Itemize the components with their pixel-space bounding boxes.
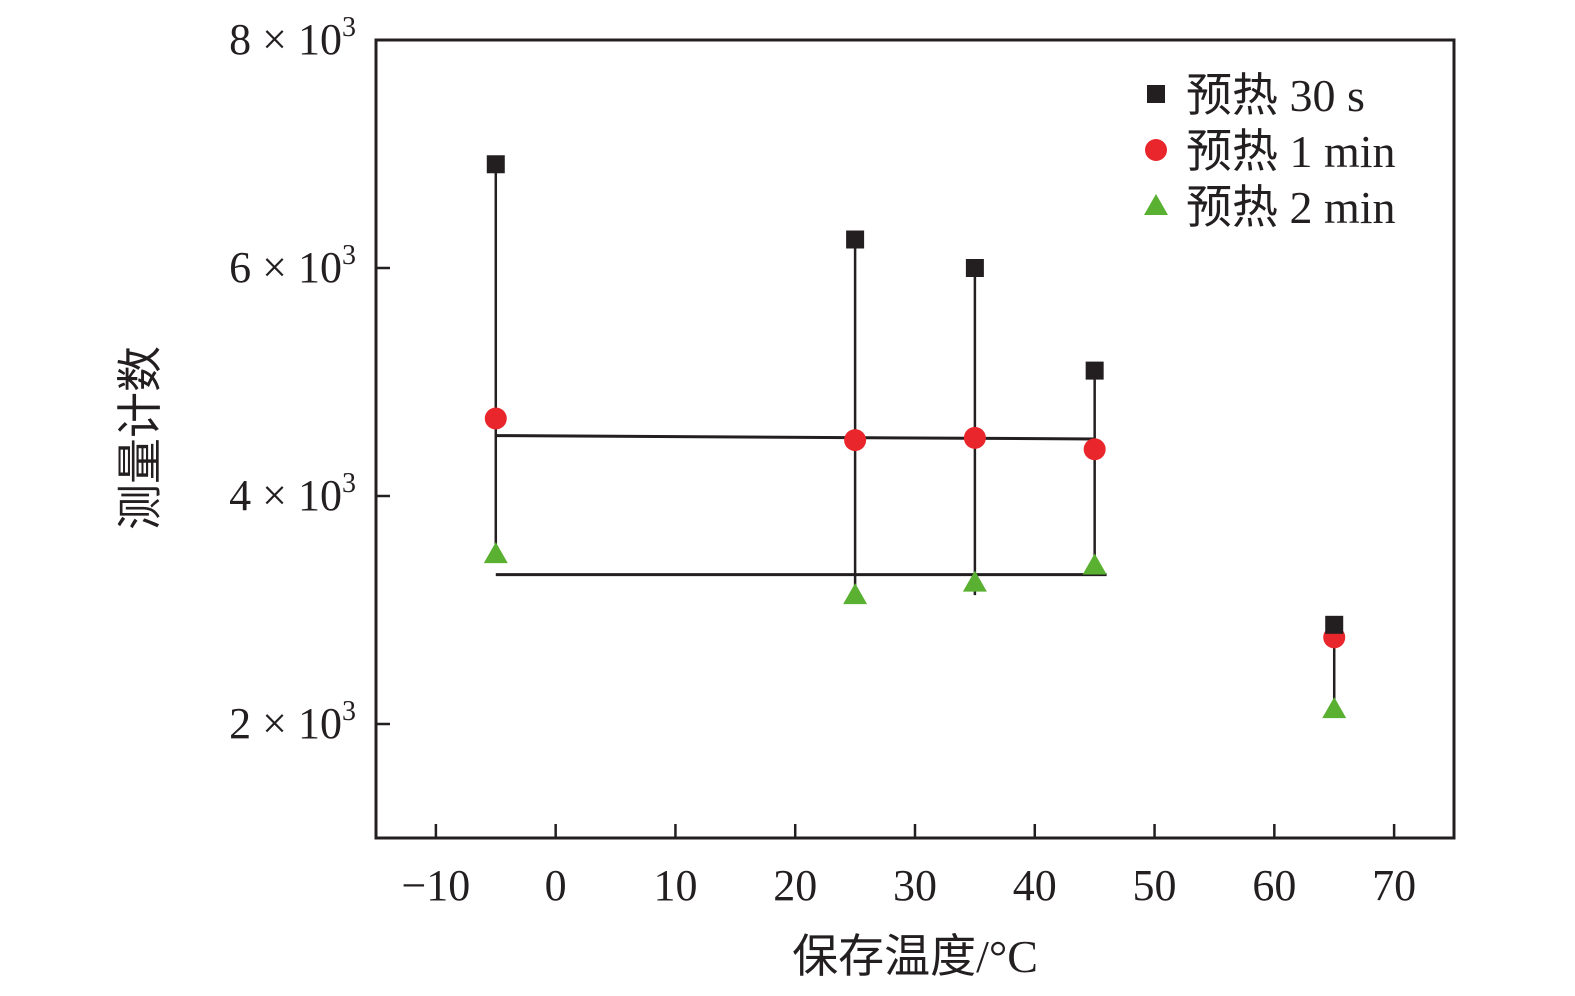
x-axis-ticks: −10 0 10 20 30 40 50 60 70 bbox=[401, 824, 1416, 910]
square-data-point bbox=[486, 155, 505, 174]
x-tick-label: 50 bbox=[1133, 861, 1177, 910]
circle-data-point bbox=[484, 407, 507, 430]
x-tick-label: 60 bbox=[1252, 861, 1296, 910]
square-data-point bbox=[1325, 615, 1344, 634]
x-tick-label: −10 bbox=[401, 861, 470, 910]
triangle-data-point bbox=[843, 583, 868, 605]
x-axis-title: 保存温度/°C bbox=[792, 931, 1038, 982]
circle-data-point bbox=[1083, 438, 1106, 461]
legend-label: 预热 1 min bbox=[1186, 126, 1396, 177]
legend-circle-swatch bbox=[1145, 139, 1167, 161]
square-data-point bbox=[965, 259, 984, 277]
legend-square-swatch bbox=[1147, 85, 1165, 103]
x-tick-label: 20 bbox=[773, 861, 817, 910]
legend-label: 预热 2 min bbox=[1186, 182, 1396, 233]
x-tick-label: 0 bbox=[545, 861, 567, 910]
triangle-data-point bbox=[1322, 697, 1347, 719]
x-tick-label: 30 bbox=[893, 861, 937, 910]
x-tick-label: 40 bbox=[1013, 861, 1057, 910]
y-tick-label: 2 × 103 bbox=[229, 696, 356, 748]
trend-line-1 bbox=[495, 434, 1095, 441]
square-data-point bbox=[1085, 361, 1104, 380]
x-tick-label: 70 bbox=[1372, 861, 1416, 910]
data-markers bbox=[483, 155, 1347, 719]
legend-triangle-swatch bbox=[1144, 194, 1168, 215]
triangle-data-point bbox=[483, 542, 508, 564]
trend-lines bbox=[495, 434, 1107, 577]
triangle-data-point bbox=[962, 570, 987, 592]
y-axis-ticks: 2 × 103 4 × 103 6 × 103 8 × 103 bbox=[229, 12, 390, 748]
circle-data-point bbox=[963, 426, 986, 449]
x-tick-label: 10 bbox=[653, 861, 697, 910]
circle-data-point bbox=[844, 429, 867, 452]
y-axis-title: 测量计数 bbox=[115, 346, 166, 530]
legend-label: 预热 30 s bbox=[1186, 70, 1365, 121]
triangle-data-point bbox=[1082, 553, 1107, 575]
y-tick-label: 4 × 103 bbox=[229, 468, 356, 520]
y-tick-label: 6 × 103 bbox=[229, 240, 356, 292]
y-tick-label: 8 × 103 bbox=[229, 12, 356, 64]
square-data-point bbox=[846, 230, 865, 249]
